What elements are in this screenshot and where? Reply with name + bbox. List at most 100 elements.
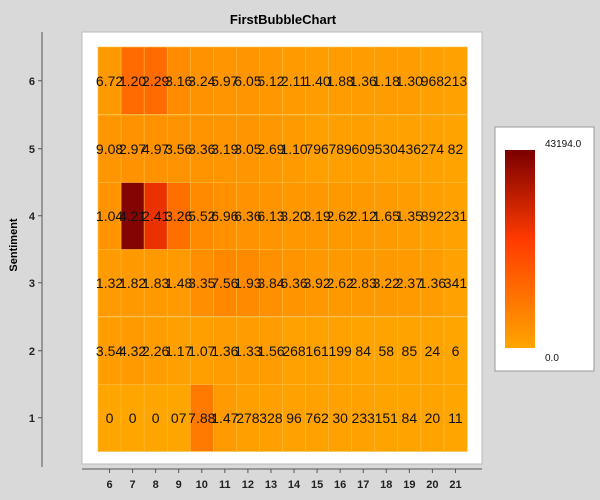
cell-value-label: 1.20 xyxy=(119,73,146,89)
cell-value-label: 2.62 xyxy=(327,275,354,291)
cell-value-label: 1.65 xyxy=(373,208,400,224)
cell-value-label: 6 xyxy=(452,343,460,359)
cell-value-label: 1.40 xyxy=(303,73,330,89)
cell-value-label: 278 xyxy=(236,410,260,426)
chart-title: FirstBubbleChart xyxy=(230,12,337,27)
cell-value-label: 0 xyxy=(129,410,137,426)
cell-value-label: 2.37 xyxy=(396,275,423,291)
cell-value-label: 1.88 xyxy=(327,73,354,89)
cell-value-label: 3.05 xyxy=(234,141,261,157)
x-tick-label: 20 xyxy=(426,479,438,491)
cell-value-label: 3.92 xyxy=(303,275,330,291)
cell-value-label: 341 xyxy=(444,275,468,291)
color-legend: 43194.0 0.0 xyxy=(494,126,595,372)
heatmap-cells xyxy=(97,46,468,452)
cell-value-label: 1.18 xyxy=(373,73,400,89)
cell-value-label: 789 xyxy=(328,141,352,157)
cell-value-label: 3.54 xyxy=(96,343,123,359)
y-tick-label: 3 xyxy=(29,278,35,290)
cell-value-label: 5.97 xyxy=(211,73,238,89)
cell-value-label: 11 xyxy=(448,410,463,426)
cell-value-label: 4.97 xyxy=(142,141,169,157)
cell-value-label: 84 xyxy=(355,343,371,359)
cell-value-label: 233 xyxy=(352,410,376,426)
x-tick-label: 19 xyxy=(403,479,415,491)
y-tick-label: 6 xyxy=(29,76,35,88)
cell-value-label: 609 xyxy=(352,141,376,157)
y-tick-label: 1 xyxy=(29,413,35,425)
cell-value-label: 1.82 xyxy=(119,275,146,291)
cell-value-label: 199 xyxy=(328,343,352,359)
cell-value-label: 1.17 xyxy=(165,343,192,359)
cell-value-label: 7.56 xyxy=(211,275,238,291)
x-tick-label: 7 xyxy=(130,479,136,491)
cell-value-label: 1.36 xyxy=(350,73,377,89)
legend-min-label: 0.0 xyxy=(545,353,559,364)
cell-value-label: 3.26 xyxy=(165,208,192,224)
cell-value-label: 3.19 xyxy=(303,208,330,224)
x-tick-label: 18 xyxy=(380,479,392,491)
cell-value-label: 6.05 xyxy=(234,73,261,89)
heatmap-cell xyxy=(443,46,468,115)
cell-value-label: 58 xyxy=(378,343,394,359)
x-tick-label: 14 xyxy=(288,479,301,491)
x-tick-label: 17 xyxy=(357,479,369,491)
cell-value-label: 161 xyxy=(305,343,329,359)
heatmap-cell xyxy=(443,316,468,385)
x-tick-label: 12 xyxy=(242,479,254,491)
cell-value-label: 4.32 xyxy=(119,343,146,359)
cell-value-label: 1.30 xyxy=(396,73,423,89)
cell-value-label: 1.32 xyxy=(96,275,123,291)
x-tick-label: 15 xyxy=(311,479,323,491)
cell-value-label: 1.93 xyxy=(234,275,261,291)
cell-value-label: 6.96 xyxy=(211,208,238,224)
cell-value-label: 530 xyxy=(375,141,399,157)
cell-value-label: 328 xyxy=(259,410,283,426)
cell-value-label: 1.33 xyxy=(234,343,261,359)
cell-value-label: 2.97 xyxy=(119,141,146,157)
cell-value-label: 3.16 xyxy=(165,73,192,89)
cell-value-label: 20 xyxy=(425,410,441,426)
x-tick-label: 10 xyxy=(196,479,208,491)
cell-value-label: 1.36 xyxy=(211,343,238,359)
cell-value-label: 2.83 xyxy=(350,275,377,291)
cell-value-label: 762 xyxy=(305,410,329,426)
cell-value-label: 6.36 xyxy=(280,275,307,291)
x-tick-label: 6 xyxy=(106,479,112,491)
x-tick-label: 21 xyxy=(449,479,461,491)
y-tick-label: 5 xyxy=(29,144,35,156)
cell-value-label: 3.36 xyxy=(188,141,215,157)
cell-value-label: 9.08 xyxy=(96,141,123,157)
cell-value-label: 96 xyxy=(286,410,302,426)
heatmap-cell xyxy=(443,114,468,183)
x-ticks: 6 7 8 9 10 11 12 13 14 15 16 17 18 19 20 21 xyxy=(106,469,462,491)
cell-value-label: 30 xyxy=(332,410,348,426)
cell-value-label: 2.12 xyxy=(350,208,377,224)
x-tick-label: 16 xyxy=(334,479,346,491)
cell-value-label: 213 xyxy=(444,73,468,89)
cell-value-label: 1.56 xyxy=(257,343,284,359)
cell-value-label: 1.35 xyxy=(396,208,423,224)
cell-value-label: 274 xyxy=(421,141,445,157)
cell-value-label: 2.26 xyxy=(142,343,169,359)
cell-value-label: 85 xyxy=(402,343,418,359)
cell-value-label: 3.24 xyxy=(188,73,215,89)
cell-value-label: 231 xyxy=(444,208,468,224)
cell-value-label: 1.07 xyxy=(188,343,215,359)
cell-value-label: 6.36 xyxy=(234,208,261,224)
cell-value-label: 4.21 xyxy=(119,208,146,224)
x-tick-label: 13 xyxy=(265,479,277,491)
cell-value-label: 0 xyxy=(106,410,114,426)
y-axis-label: Sentiment xyxy=(8,218,20,272)
x-tick-label: 8 xyxy=(153,479,159,491)
cell-value-label: 2.11 xyxy=(281,73,307,89)
cell-value-label: 796 xyxy=(305,141,329,157)
cell-value-label: 6.13 xyxy=(257,208,284,224)
cell-value-label: 268 xyxy=(282,343,306,359)
legend-max-label: 43194.0 xyxy=(545,139,582,150)
cell-value-label: 1.04 xyxy=(96,208,123,224)
cell-value-label: 1.10 xyxy=(280,141,307,157)
y-tick-label: 4 xyxy=(29,211,36,223)
